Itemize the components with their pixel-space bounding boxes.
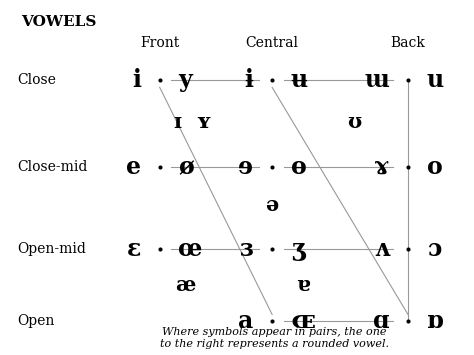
Text: ɛ: ɛ (127, 237, 141, 261)
Text: ɑ: ɑ (373, 309, 389, 333)
Text: ɘ: ɘ (238, 155, 254, 179)
Text: e: e (126, 155, 141, 179)
Text: ø: ø (178, 155, 194, 179)
Text: ʉ: ʉ (291, 68, 308, 92)
Text: æ: æ (175, 275, 196, 295)
Text: ɒ: ɒ (427, 309, 443, 333)
Text: ə: ə (265, 196, 279, 215)
Text: œ: œ (178, 237, 203, 261)
Text: ʊ: ʊ (347, 111, 361, 132)
Text: u: u (427, 68, 444, 92)
Text: ɯ: ɯ (365, 68, 389, 92)
Text: ɜ: ɜ (240, 237, 254, 261)
Text: ɪ  ʏ: ɪ ʏ (173, 111, 211, 132)
Text: ɶ: ɶ (291, 309, 316, 333)
Text: o: o (427, 155, 442, 179)
Text: ɔ: ɔ (427, 237, 441, 261)
Text: i: i (132, 68, 141, 92)
Text: ʒ: ʒ (291, 237, 304, 261)
Text: ɨ: ɨ (245, 68, 254, 92)
Text: ʌ: ʌ (374, 237, 389, 261)
Text: Close-mid: Close-mid (17, 160, 87, 174)
Text: Back: Back (391, 36, 426, 50)
Text: Open-mid: Open-mid (17, 242, 86, 256)
Text: ɵ: ɵ (291, 155, 307, 179)
Text: Front: Front (140, 36, 179, 50)
Text: Open: Open (17, 314, 54, 328)
Text: y: y (178, 68, 192, 92)
Text: ɐ: ɐ (296, 275, 310, 295)
Text: Central: Central (246, 36, 299, 50)
Text: a: a (238, 309, 254, 333)
Text: ɤ: ɤ (374, 155, 389, 179)
Text: VOWELS: VOWELS (21, 15, 97, 29)
Text: Close: Close (17, 73, 56, 87)
Text: Where symbols appear in pairs, the one
to the right represents a rounded vowel.: Where symbols appear in pairs, the one t… (160, 327, 389, 349)
